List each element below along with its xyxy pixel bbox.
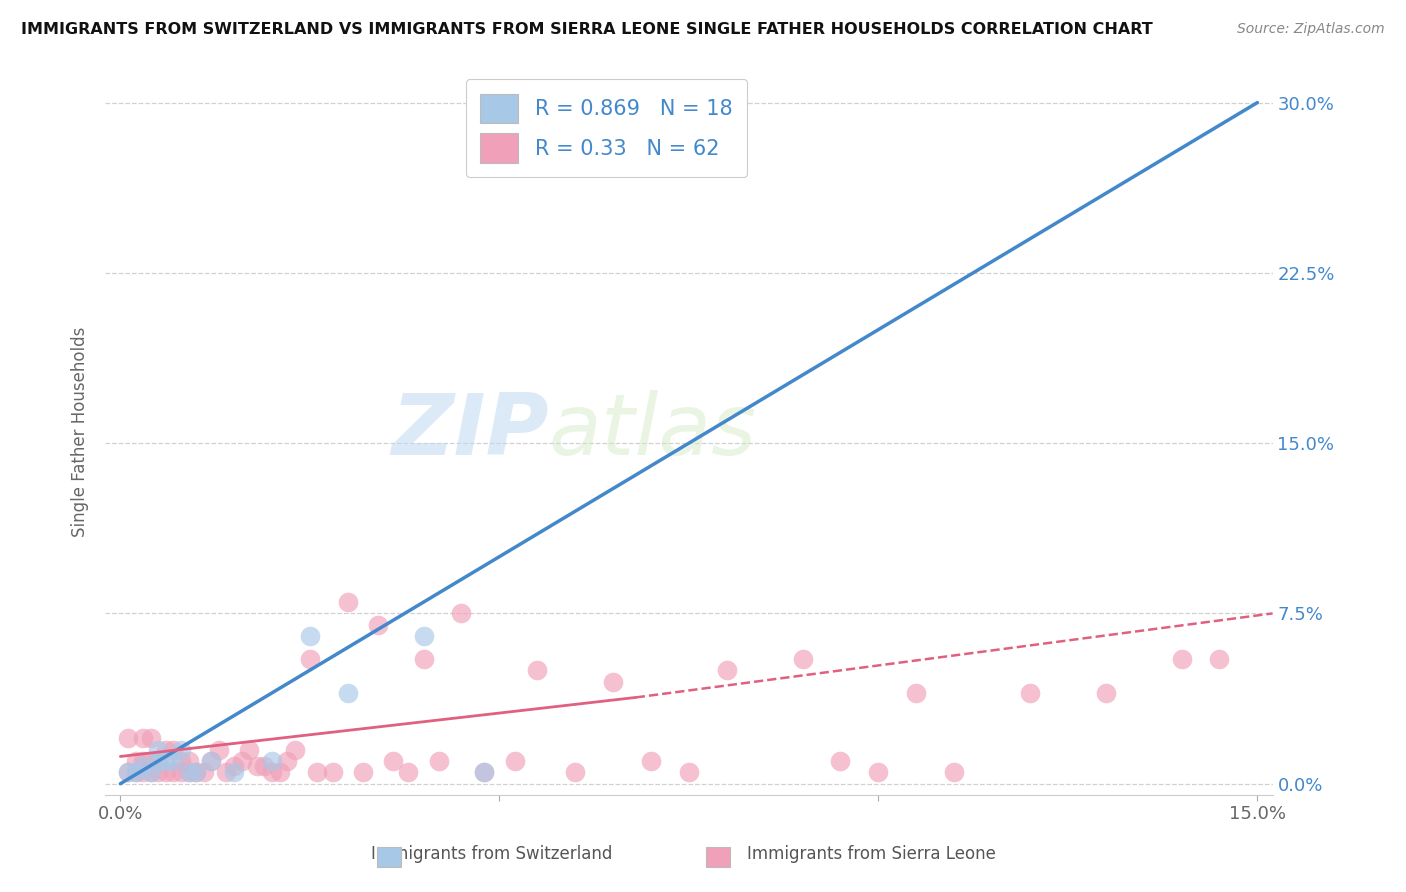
Point	[193, 765, 215, 780]
Point	[336, 595, 359, 609]
Point	[943, 765, 966, 780]
Point	[162, 742, 184, 756]
Point	[336, 686, 359, 700]
Point	[132, 754, 155, 768]
Point	[186, 765, 208, 780]
Point	[124, 754, 146, 768]
Point	[177, 765, 200, 780]
Point	[177, 754, 200, 768]
Point	[139, 754, 162, 768]
Point	[284, 742, 307, 756]
Text: Source: ZipAtlas.com: Source: ZipAtlas.com	[1237, 22, 1385, 37]
Point	[124, 765, 146, 780]
Point	[215, 765, 238, 780]
Point	[170, 754, 193, 768]
Point	[200, 754, 222, 768]
Point	[412, 629, 434, 643]
Point	[117, 731, 139, 746]
Point	[222, 758, 245, 772]
Point	[352, 765, 374, 780]
Point	[830, 754, 852, 768]
Text: Immigrants from Sierra Leone: Immigrants from Sierra Leone	[747, 845, 997, 863]
Point	[139, 765, 162, 780]
Point	[367, 617, 389, 632]
Point	[427, 754, 450, 768]
Point	[396, 765, 419, 780]
Point	[148, 742, 170, 756]
Point	[177, 765, 200, 780]
Point	[208, 742, 231, 756]
Point	[1170, 652, 1192, 666]
Point	[472, 765, 495, 780]
Point	[231, 754, 253, 768]
Point	[139, 765, 162, 780]
Point	[276, 754, 298, 768]
Point	[186, 765, 208, 780]
Point	[132, 731, 155, 746]
Point	[155, 765, 177, 780]
Point	[322, 765, 344, 780]
Point	[132, 758, 155, 772]
Text: IMMIGRANTS FROM SWITZERLAND VS IMMIGRANTS FROM SIERRA LEONE SINGLE FATHER HOUSEH: IMMIGRANTS FROM SWITZERLAND VS IMMIGRANT…	[21, 22, 1153, 37]
Point	[564, 765, 586, 780]
Point	[253, 758, 276, 772]
Point	[602, 674, 624, 689]
Point	[117, 765, 139, 780]
Point	[162, 765, 184, 780]
Legend: R = 0.869   N = 18, R = 0.33   N = 62: R = 0.869 N = 18, R = 0.33 N = 62	[465, 78, 747, 178]
Point	[148, 754, 170, 768]
Point	[298, 652, 321, 666]
Point	[170, 742, 193, 756]
Point	[298, 629, 321, 643]
Point	[678, 765, 700, 780]
Point	[117, 765, 139, 780]
Point	[792, 652, 814, 666]
Point	[1208, 652, 1230, 666]
Text: ZIP: ZIP	[391, 391, 548, 474]
Point	[222, 765, 245, 780]
Point	[472, 765, 495, 780]
Point	[155, 754, 177, 768]
Point	[170, 765, 193, 780]
Point	[124, 765, 146, 780]
Point	[1019, 686, 1042, 700]
Point	[200, 754, 222, 768]
Point	[269, 765, 291, 780]
Point	[155, 742, 177, 756]
Point	[382, 754, 405, 768]
Point	[412, 652, 434, 666]
Point	[246, 758, 269, 772]
Point	[905, 686, 928, 700]
Point	[162, 754, 184, 768]
Y-axis label: Single Father Households: Single Father Households	[72, 326, 89, 537]
Point	[260, 765, 283, 780]
Point	[526, 663, 548, 677]
Point	[868, 765, 890, 780]
Text: Immigrants from Switzerland: Immigrants from Switzerland	[371, 845, 613, 863]
Point	[716, 663, 738, 677]
Point	[260, 754, 283, 768]
Point	[148, 754, 170, 768]
Point	[503, 754, 526, 768]
Point	[238, 742, 260, 756]
Point	[640, 754, 662, 768]
Point	[132, 765, 155, 780]
Point	[148, 765, 170, 780]
Point	[450, 607, 472, 621]
Point	[139, 731, 162, 746]
Point	[307, 765, 329, 780]
Text: atlas: atlas	[548, 391, 756, 474]
Point	[1094, 686, 1116, 700]
